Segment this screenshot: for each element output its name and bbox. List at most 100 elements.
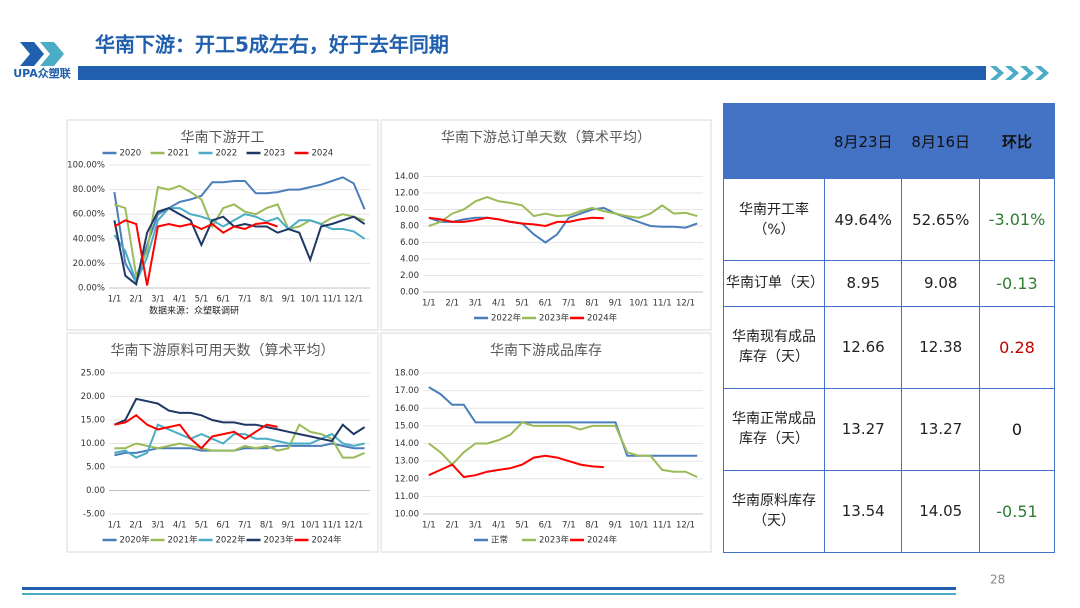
legend-label: 2024年	[587, 313, 618, 324]
legend-label: 2022	[216, 149, 238, 159]
x-tick-label: 8/1	[260, 295, 274, 305]
legend-label: 2021	[168, 149, 190, 159]
legend-label: 2024	[312, 149, 334, 159]
x-tick-label: 8/1	[585, 299, 599, 309]
series-line	[113, 176, 366, 285]
series-line	[428, 421, 698, 478]
x-tick-label: 9/1	[609, 521, 623, 531]
table-cell: 华南订单（天）	[723, 260, 825, 307]
series-line	[114, 423, 365, 459]
x-tick-label: 2/1	[445, 521, 459, 531]
x-tick-label: 6/1	[216, 521, 230, 531]
x-tick-label: 8/1	[585, 521, 599, 531]
y-tick-label: 12.00	[395, 474, 419, 484]
y-tick-label: 100.00%	[67, 161, 105, 171]
x-tick-label: 3/1	[151, 521, 165, 531]
table-cell: 华南原料库存（天）	[723, 469, 825, 554]
table-cell: 13.54	[823, 469, 903, 554]
x-tick-label: 5/1	[515, 299, 529, 309]
series-line	[113, 219, 278, 286]
x-tick-label: 1/1	[422, 299, 436, 309]
legend-label: 2023年	[264, 535, 295, 546]
y-tick-label: 2.00	[400, 271, 419, 281]
table-row: 华南订单（天） 8.95 9.08 -0.13	[723, 260, 1056, 307]
y-tick-label: 11.00	[395, 492, 419, 502]
x-tick-label: 6/1	[216, 295, 230, 305]
table-cell: 0	[978, 387, 1056, 471]
x-tick-label: 5/1	[515, 521, 529, 531]
table-cell: 52.65%	[901, 177, 980, 262]
footer-line	[22, 587, 956, 590]
table-cell: 12.66	[823, 305, 903, 389]
y-tick-label: 5.00	[86, 463, 105, 473]
x-tick-label: 7/1	[562, 521, 576, 531]
x-tick-label: 9/1	[609, 299, 623, 309]
x-tick-label: 1/1	[422, 521, 436, 531]
chart-title: 华南下游原料可用天数（算术平均）	[111, 343, 335, 359]
legend-label: 2024年	[587, 535, 618, 546]
table-cell: 9.08	[901, 260, 980, 307]
slide-title: 华南下游：开工5成左右，好于去年同期	[95, 33, 449, 57]
y-tick-label: 0.00	[86, 486, 105, 496]
y-tick-label: 10.00	[395, 510, 419, 520]
y-tick-label: 0.00%	[78, 284, 105, 294]
table-header: 8月23日 8月16日 环比	[723, 103, 1056, 179]
series-line	[428, 206, 698, 244]
y-tick-label: 20.00%	[73, 259, 105, 269]
logo: UPA众塑联	[13, 42, 71, 80]
legend-label: 2021年	[168, 535, 199, 546]
y-tick-label: 8.00	[400, 222, 419, 232]
x-tick-label: 10/1	[629, 521, 648, 531]
x-tick-label: 8/1	[260, 521, 274, 531]
table-cell: 13.27	[901, 387, 980, 471]
x-tick-label: 2/1	[445, 299, 459, 309]
x-tick-label: 12/1	[344, 295, 363, 305]
y-tick-label: 14.00	[395, 439, 419, 449]
y-tick-label: 25.00	[81, 369, 105, 379]
table-cell: 8月23日	[823, 103, 903, 179]
table-cell: -0.13	[978, 260, 1056, 307]
y-tick-label: 17.00	[395, 386, 419, 396]
table-cell: 0.28	[978, 305, 1056, 389]
legend-label: 2023年	[539, 535, 570, 546]
x-tick-label: 7/1	[562, 299, 576, 309]
series-line	[114, 414, 278, 450]
x-tick-label: 4/1	[173, 521, 187, 531]
x-tick-label: 3/1	[469, 299, 483, 309]
y-tick-label: 80.00%	[73, 185, 105, 195]
footer-line	[22, 593, 956, 595]
x-tick-label: 7/1	[238, 521, 252, 531]
y-tick-label: 10.00	[395, 205, 419, 215]
chart-panel	[380, 332, 712, 553]
y-tick-label: 60.00%	[73, 210, 105, 220]
chart-title: 华南下游总订单天数（算术平均）	[441, 130, 651, 146]
legend-label: 2020	[120, 149, 142, 159]
table-row: 华南现有成品库存（天） 12.66 12.38 0.28	[723, 305, 1056, 389]
series-line	[114, 397, 366, 443]
series-line	[114, 184, 365, 280]
x-tick-label: 11/1	[322, 521, 341, 531]
x-tick-label: 3/1	[151, 295, 165, 305]
table-row: 华南原料库存（天） 13.54 14.05 -0.51	[723, 469, 1056, 554]
table-cell: -0.51	[978, 469, 1056, 554]
series-line	[428, 196, 698, 227]
x-tick-label: 4/1	[173, 295, 187, 305]
table-cell: 13.27	[823, 387, 903, 471]
x-tick-label: 10/1	[301, 521, 320, 531]
legend-label: 2023	[264, 149, 286, 159]
x-tick-label: 11/1	[322, 295, 341, 305]
series-line	[113, 207, 366, 285]
table-cell: 华南现有成品库存（天）	[723, 305, 825, 389]
x-tick-label: 4/1	[492, 521, 506, 531]
y-tick-label: 12.00	[395, 189, 419, 199]
x-tick-label: 12/1	[344, 521, 363, 531]
table-cell: -3.01%	[978, 177, 1056, 262]
x-tick-label: 10/1	[301, 295, 320, 305]
x-tick-label: 12/1	[676, 299, 695, 309]
y-tick-label: 10.00	[81, 439, 105, 449]
x-tick-label: 1/1	[108, 295, 122, 305]
series-line	[428, 216, 604, 228]
x-tick-label: 9/1	[282, 521, 296, 531]
legend-label: 2023年	[539, 313, 570, 324]
series-line	[428, 386, 698, 457]
